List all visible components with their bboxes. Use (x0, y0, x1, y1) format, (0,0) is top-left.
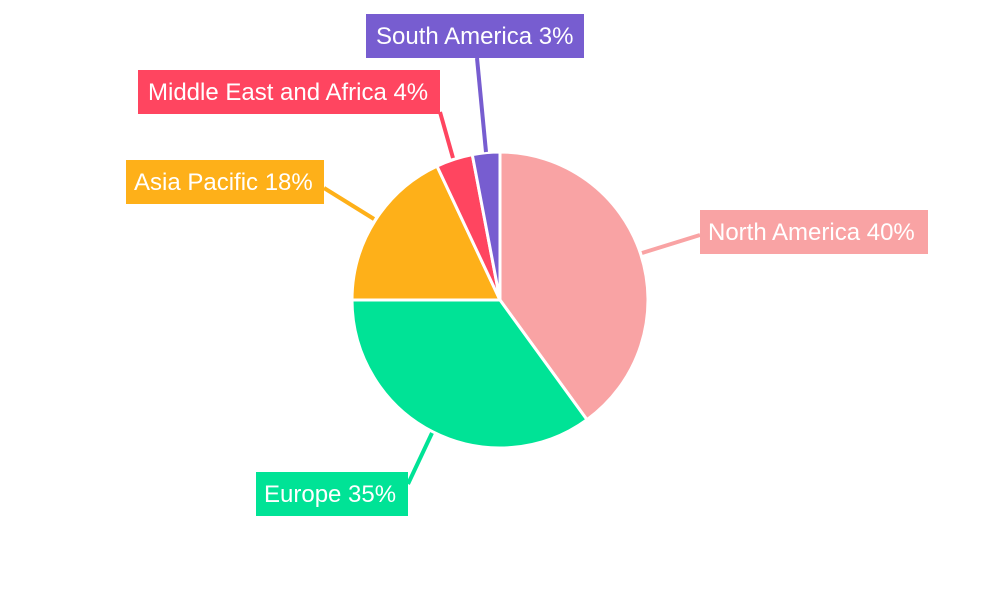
leader-line (322, 186, 376, 221)
label-box (256, 472, 408, 516)
slice-asia-pacific[interactable] (350, 164, 503, 302)
label-box (126, 160, 324, 204)
leader-line (406, 432, 434, 485)
label-middle-east-africa: Middle East and Africa 4% (138, 70, 440, 114)
slices (350, 150, 650, 450)
leader-lines (322, 57, 701, 485)
label-europe: Europe 35% (256, 472, 408, 516)
label-box (700, 210, 928, 254)
slice-south-america[interactable] (470, 150, 502, 301)
label-box (138, 70, 440, 114)
label-text: Asia Pacific 18% (134, 169, 313, 196)
leader-line (641, 233, 701, 255)
label-box (366, 14, 584, 58)
leader-line (438, 111, 455, 159)
labels: North America 40% Europe 35% Asia Pacifi… (126, 14, 928, 516)
leader-line (475, 57, 488, 153)
label-text: Middle East and Africa 4% (148, 79, 428, 106)
label-text: Europe 35% (264, 481, 396, 508)
label-north-america: North America 40% (700, 210, 928, 254)
label-text: South America 3% (376, 23, 573, 50)
label-asia-pacific: Asia Pacific 18% (126, 160, 324, 204)
label-south-america: South America 3% (366, 14, 584, 58)
slice-europe[interactable] (350, 298, 590, 450)
slice-north-america[interactable] (498, 150, 650, 422)
label-text: North America 40% (708, 219, 915, 246)
